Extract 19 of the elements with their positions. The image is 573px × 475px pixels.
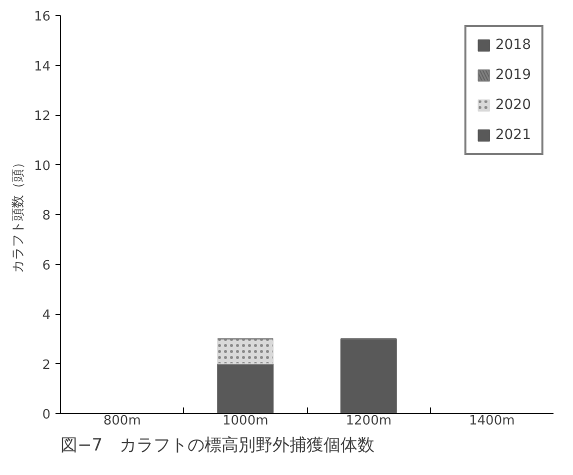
text: 図−7 カラフトの標高別野外捕獲個体数 <box>60 436 375 456</box>
y-tick-label: 12 <box>34 109 51 124</box>
x-tick-label: 1200m <box>346 414 392 428</box>
x-tick-label: 800m <box>103 414 141 428</box>
legend-label: 2018 <box>495 37 531 53</box>
x-tick-label: 1400m <box>469 414 515 428</box>
y-tick-label: 0 <box>42 408 51 422</box>
y-axis-title: カラフト頭数（頭） <box>10 156 26 273</box>
y-tick-label: 16 <box>34 10 51 24</box>
y-tick-label: 4 <box>42 308 51 323</box>
y-tick-label: 8 <box>42 208 51 224</box>
legend-label: 2020 <box>495 97 531 113</box>
y-tick-label: 2 <box>42 358 51 373</box>
legend-label: 2021 <box>495 127 531 143</box>
legend-label: 2019 <box>495 67 531 83</box>
y-tick-label: 14 <box>34 59 51 74</box>
y-tick-label: 6 <box>42 258 51 274</box>
y-tick-label: 10 <box>34 158 51 174</box>
x-tick-label: 1000m <box>222 414 268 428</box>
